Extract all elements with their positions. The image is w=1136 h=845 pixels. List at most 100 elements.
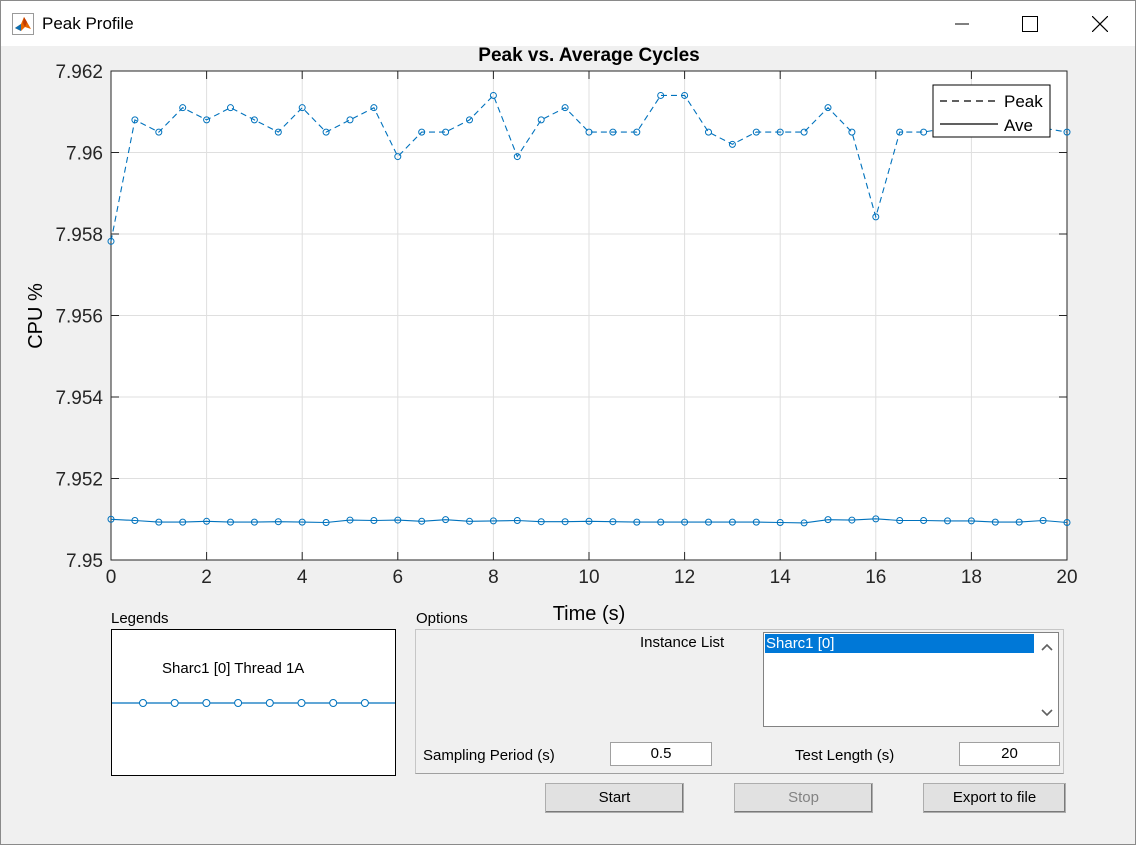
series-peak-point [800, 128, 808, 136]
series-ave-point [107, 515, 115, 523]
series-ave-point [824, 516, 832, 524]
legend-ave-label: Ave [1004, 116, 1033, 135]
series-ave-point [752, 518, 760, 526]
x-tick-label: 10 [578, 567, 599, 588]
minimize-button[interactable] [927, 1, 997, 46]
series-ave-point [920, 516, 928, 524]
series-peak-point [1063, 128, 1071, 136]
legend-entry-label: Sharc1 [0] Thread 1A [162, 660, 305, 677]
series-ave-point [585, 517, 593, 525]
series-peak-point [752, 128, 760, 136]
series-ave-point [1063, 519, 1071, 527]
instance-listbox[interactable]: Sharc1 [0] [763, 632, 1059, 727]
series-peak-point [824, 104, 832, 112]
x-tick-label: 4 [297, 567, 308, 588]
series-peak-point [155, 128, 163, 136]
series-peak-point [537, 116, 545, 124]
series-ave-point [370, 516, 378, 524]
series-peak-point [705, 128, 712, 136]
maximize-button[interactable] [995, 1, 1065, 46]
legend-sample-marker [329, 699, 338, 707]
series-ave-point [872, 515, 880, 523]
series-ave-point [203, 517, 211, 525]
series-ave-point [967, 517, 975, 525]
instance-list-label: Instance List [640, 634, 725, 651]
x-tick-label: 6 [393, 567, 404, 588]
series-peak-point [442, 128, 450, 136]
matlab-icon [12, 13, 34, 35]
options-panel-title: Options [415, 610, 469, 627]
test-length-label: Test Length (s) [795, 747, 895, 764]
series-ave-point [227, 518, 234, 526]
listbox-scrollbar[interactable] [1036, 633, 1058, 724]
export-button[interactable]: Export to file [923, 783, 1066, 813]
options-panel [415, 629, 1064, 774]
series-ave-point [489, 517, 497, 525]
legends-panel: Sharc1 [0] Thread 1A [111, 629, 396, 776]
test-length-field[interactable]: 20 [959, 742, 1060, 766]
x-tick-label: 18 [961, 567, 982, 588]
series-ave-point [800, 519, 808, 527]
series-ave-point [609, 518, 617, 526]
start-button[interactable]: Start [545, 783, 684, 813]
series-peak-point [561, 104, 569, 112]
scroll-down-icon[interactable] [1041, 707, 1053, 719]
series-ave-point [466, 517, 473, 525]
series-ave-point [1039, 516, 1047, 524]
series-ave-point [513, 516, 521, 524]
scroll-up-icon[interactable] [1041, 641, 1053, 653]
series-ave-point [298, 518, 306, 526]
series-peak-point [370, 104, 378, 112]
stop-button[interactable]: Stop [734, 783, 873, 813]
series-peak-point [107, 237, 115, 245]
series-peak-point [633, 128, 641, 136]
series-peak-point [322, 128, 330, 136]
series-peak-point [848, 128, 856, 136]
series-ave-point [394, 516, 402, 524]
series-ave-point [179, 518, 187, 526]
y-tick-label: 7.962 [55, 62, 103, 83]
y-axis-label: CPU % [25, 283, 47, 349]
series-peak-point [346, 116, 354, 124]
series-ave-point [681, 518, 689, 526]
sampling-period-label: Sampling Period (s) [423, 747, 555, 764]
series-peak-point [896, 128, 904, 136]
legend-sample-marker [360, 699, 369, 707]
x-tick-label: 14 [770, 567, 792, 588]
series-ave-point [322, 519, 330, 527]
x-tick-label: 2 [201, 567, 212, 588]
series-ave-point [418, 517, 426, 525]
series-peak-point [872, 213, 880, 221]
close-icon [1092, 15, 1108, 32]
series-peak-point [920, 128, 928, 136]
legend-sample-marker [170, 699, 179, 707]
legend-sample-marker [234, 699, 243, 707]
y-tick-label: 7.96 [66, 144, 103, 165]
series-ave-point [155, 518, 163, 526]
close-button[interactable] [1065, 1, 1135, 46]
y-tick-label: 7.952 [55, 470, 103, 491]
series-peak-point [418, 128, 426, 136]
x-tick-label: 8 [488, 567, 499, 588]
maximize-icon [1022, 15, 1038, 32]
series-peak-point [681, 91, 689, 99]
y-tick-label: 7.958 [55, 225, 103, 246]
legend-sample-marker [265, 699, 274, 707]
series-ave-point [250, 518, 258, 526]
sampling-period-field[interactable]: 0.5 [610, 742, 712, 766]
legend-sample-marker [139, 699, 147, 707]
instance-list-item[interactable]: Sharc1 [0] [765, 634, 1034, 653]
series-ave-point [657, 518, 665, 526]
series-peak-point [394, 153, 402, 161]
y-tick-label: 7.954 [55, 388, 103, 409]
title-bar: Peak Profile [1, 1, 1135, 46]
legend-peak-label: Peak [1004, 92, 1043, 111]
series-ave-point [131, 516, 139, 524]
legend-sample-marker [297, 699, 306, 707]
minimize-icon [955, 23, 969, 24]
series-peak-point [728, 140, 736, 148]
series-peak-point [274, 128, 282, 136]
series-ave-point [561, 518, 569, 526]
x-tick-label: 16 [865, 567, 886, 588]
